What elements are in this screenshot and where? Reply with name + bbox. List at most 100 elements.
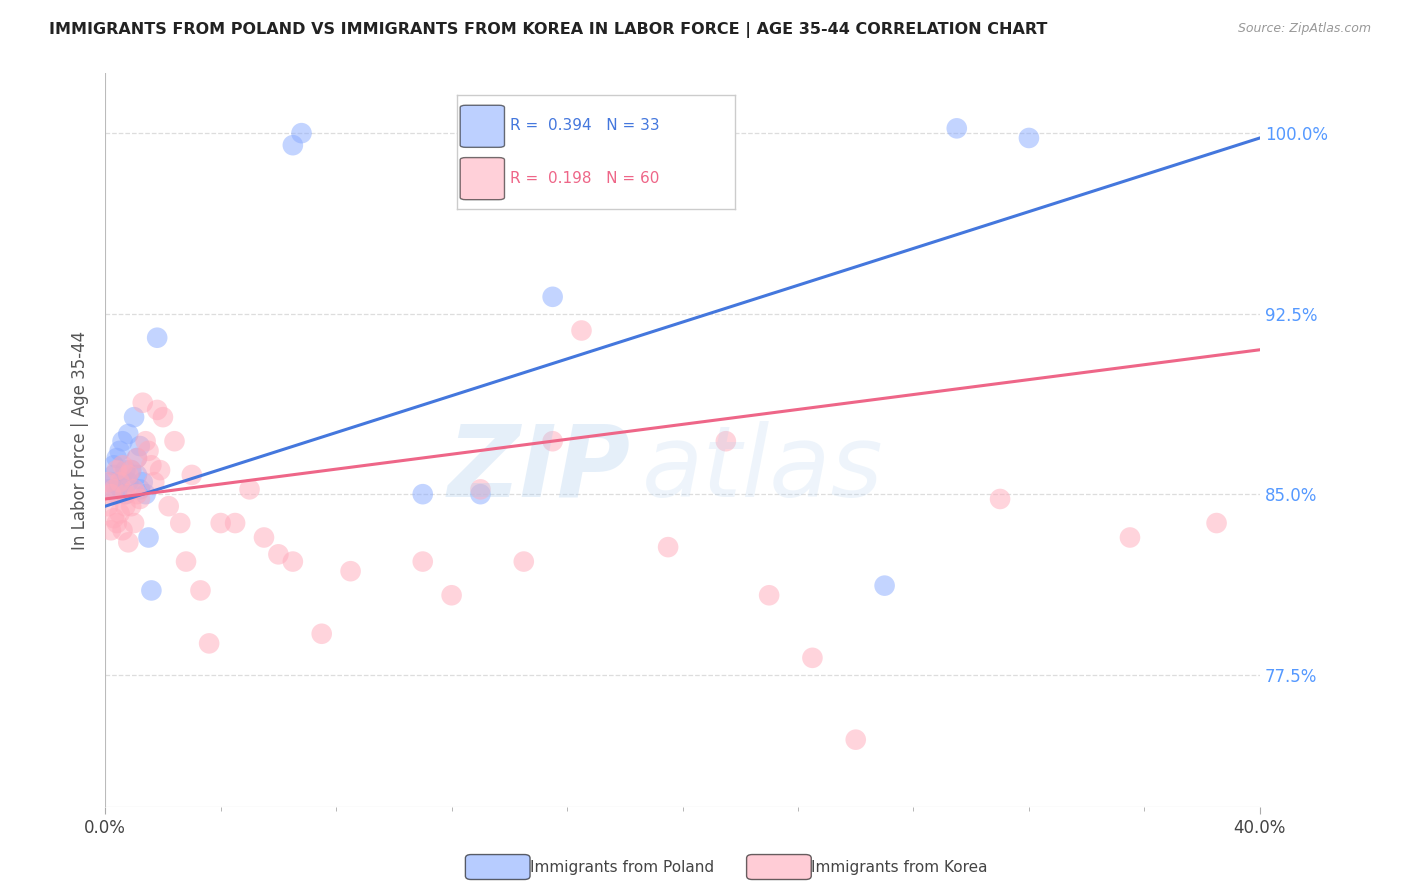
Point <box>105 516 128 530</box>
Point <box>114 463 136 477</box>
Point <box>138 531 160 545</box>
Point <box>97 499 120 513</box>
Point <box>143 475 166 490</box>
Point <box>541 290 564 304</box>
Point <box>105 451 128 466</box>
Text: Immigrants from Korea: Immigrants from Korea <box>811 861 988 875</box>
Point <box>128 491 150 506</box>
Point <box>108 480 131 494</box>
Point <box>657 540 679 554</box>
Point <box>281 138 304 153</box>
Point <box>198 636 221 650</box>
Point <box>105 463 128 477</box>
Point <box>122 483 145 497</box>
Point <box>412 487 434 501</box>
Point <box>758 588 780 602</box>
Text: Source: ZipAtlas.com: Source: ZipAtlas.com <box>1237 22 1371 36</box>
Point <box>117 475 139 490</box>
Point <box>135 434 157 449</box>
Point <box>141 583 163 598</box>
Point <box>100 487 122 501</box>
Point <box>128 483 150 497</box>
Point <box>146 403 169 417</box>
Point <box>103 458 125 473</box>
Y-axis label: In Labor Force | Age 35-44: In Labor Force | Age 35-44 <box>72 330 89 549</box>
Point <box>122 410 145 425</box>
Point <box>157 499 180 513</box>
Point <box>122 516 145 530</box>
Point <box>281 555 304 569</box>
Point <box>290 126 312 140</box>
Point <box>125 451 148 466</box>
Point <box>120 463 142 477</box>
Point <box>138 443 160 458</box>
Point <box>132 475 155 490</box>
Point <box>339 564 361 578</box>
Point <box>132 395 155 409</box>
Point <box>873 579 896 593</box>
Point <box>97 483 120 497</box>
Point <box>117 467 139 482</box>
Point <box>125 487 148 501</box>
Point <box>128 439 150 453</box>
Point <box>945 121 967 136</box>
Point <box>149 463 172 477</box>
Point <box>141 458 163 473</box>
Point <box>224 516 246 530</box>
Text: ZIP: ZIP <box>447 421 630 518</box>
Point <box>103 483 125 497</box>
Point <box>120 463 142 477</box>
Point <box>267 547 290 561</box>
Point <box>541 434 564 449</box>
Point <box>152 410 174 425</box>
Point <box>100 475 122 490</box>
Point <box>97 475 120 490</box>
Point <box>103 511 125 525</box>
Point <box>1018 131 1040 145</box>
Point <box>108 443 131 458</box>
Point <box>180 467 202 482</box>
Point <box>114 487 136 501</box>
Text: atlas: atlas <box>643 421 884 518</box>
Point <box>117 535 139 549</box>
Point <box>209 516 232 530</box>
Point <box>105 487 128 501</box>
Point <box>111 458 134 473</box>
Point <box>163 434 186 449</box>
Point <box>1205 516 1227 530</box>
Point <box>111 434 134 449</box>
Point <box>114 499 136 513</box>
Point <box>238 483 260 497</box>
Point <box>125 467 148 482</box>
Point <box>470 483 492 497</box>
Point <box>440 588 463 602</box>
Point <box>120 499 142 513</box>
Point <box>117 427 139 442</box>
Point <box>108 507 131 521</box>
Point <box>801 650 824 665</box>
Point <box>100 523 122 537</box>
Point <box>845 732 868 747</box>
Point <box>103 467 125 482</box>
Point <box>111 523 134 537</box>
Point <box>1119 531 1142 545</box>
Point <box>571 324 593 338</box>
Point <box>111 475 134 490</box>
Text: Immigrants from Poland: Immigrants from Poland <box>530 861 714 875</box>
Point <box>988 491 1011 506</box>
Point <box>146 331 169 345</box>
Point <box>114 487 136 501</box>
Point <box>125 451 148 466</box>
Point <box>108 475 131 490</box>
Point <box>412 555 434 569</box>
Point <box>135 487 157 501</box>
Point <box>311 626 333 640</box>
Point <box>174 555 197 569</box>
Point <box>714 434 737 449</box>
Point <box>169 516 191 530</box>
Text: IMMIGRANTS FROM POLAND VS IMMIGRANTS FROM KOREA IN LABOR FORCE | AGE 35-44 CORRE: IMMIGRANTS FROM POLAND VS IMMIGRANTS FRO… <box>49 22 1047 38</box>
Point <box>253 531 276 545</box>
Point <box>513 555 536 569</box>
Point <box>190 583 212 598</box>
Point <box>470 487 492 501</box>
